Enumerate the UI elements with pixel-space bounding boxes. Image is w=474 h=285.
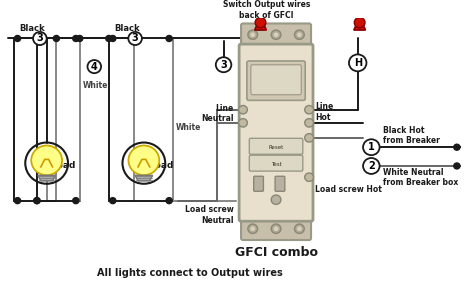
Polygon shape (135, 175, 153, 181)
Circle shape (166, 35, 172, 42)
Circle shape (363, 139, 380, 155)
FancyBboxPatch shape (241, 23, 311, 50)
Circle shape (109, 35, 116, 42)
FancyBboxPatch shape (251, 65, 301, 95)
Circle shape (131, 35, 137, 42)
Text: White: White (176, 123, 201, 132)
Circle shape (34, 198, 40, 204)
Circle shape (363, 158, 380, 174)
Circle shape (34, 198, 40, 204)
Circle shape (77, 35, 83, 42)
Circle shape (255, 17, 266, 28)
Text: H: H (354, 58, 362, 68)
Text: White Neutral
from Breaker box: White Neutral from Breaker box (383, 168, 458, 187)
Circle shape (297, 32, 302, 37)
Circle shape (128, 32, 142, 45)
Text: Load: Load (52, 160, 76, 170)
FancyBboxPatch shape (239, 44, 313, 221)
Circle shape (273, 32, 279, 37)
Text: Switch Output wires
back of GFCI: Switch Output wires back of GFCI (223, 0, 310, 20)
FancyBboxPatch shape (275, 176, 285, 191)
Text: Load: Load (149, 160, 173, 170)
FancyBboxPatch shape (247, 61, 305, 100)
Text: Load screw
Neutral: Load screw Neutral (184, 205, 233, 225)
Circle shape (354, 17, 365, 28)
Circle shape (248, 30, 257, 39)
Polygon shape (38, 175, 55, 181)
Circle shape (166, 198, 172, 204)
Text: 4: 4 (91, 62, 98, 72)
Text: Load screw Hot: Load screw Hot (315, 185, 382, 194)
Circle shape (31, 145, 62, 175)
Circle shape (106, 35, 112, 42)
Circle shape (109, 198, 116, 204)
FancyBboxPatch shape (249, 155, 303, 171)
Text: 3: 3 (220, 60, 227, 70)
Circle shape (33, 32, 46, 45)
Polygon shape (255, 17, 266, 30)
Circle shape (305, 134, 313, 142)
Text: 1: 1 (368, 142, 374, 152)
FancyBboxPatch shape (254, 176, 264, 191)
Text: Test: Test (271, 162, 282, 167)
Circle shape (73, 35, 79, 42)
Circle shape (294, 224, 304, 233)
Circle shape (34, 35, 40, 42)
Circle shape (305, 105, 313, 114)
Circle shape (273, 226, 279, 231)
Circle shape (250, 226, 255, 231)
Text: 3: 3 (132, 33, 138, 44)
Circle shape (88, 60, 101, 73)
Text: Black: Black (115, 24, 140, 33)
Text: 2: 2 (368, 161, 374, 171)
Text: GFCI combo: GFCI combo (235, 246, 318, 258)
Text: Line
Hot: Line Hot (315, 102, 333, 122)
Circle shape (250, 32, 255, 37)
FancyBboxPatch shape (249, 138, 303, 154)
Circle shape (271, 224, 281, 233)
FancyBboxPatch shape (241, 216, 311, 240)
Circle shape (238, 105, 247, 114)
Text: Line
Neutral: Line Neutral (201, 104, 233, 123)
Circle shape (349, 54, 366, 71)
Circle shape (238, 119, 247, 127)
Circle shape (53, 35, 60, 42)
Circle shape (216, 57, 231, 72)
Circle shape (305, 119, 313, 127)
Circle shape (14, 35, 20, 42)
Circle shape (248, 224, 257, 233)
Text: Black Hot
from Breaker: Black Hot from Breaker (383, 126, 440, 145)
Text: White: White (82, 81, 108, 90)
Circle shape (297, 226, 302, 231)
Text: All lights connect to Output wires: All lights connect to Output wires (97, 268, 283, 278)
Text: Black: Black (19, 24, 45, 33)
Circle shape (73, 198, 79, 204)
Circle shape (14, 198, 20, 204)
Text: 3: 3 (36, 33, 43, 44)
Circle shape (128, 145, 159, 175)
Circle shape (454, 163, 460, 169)
Polygon shape (354, 17, 365, 30)
Text: Reset: Reset (268, 145, 283, 150)
Circle shape (454, 144, 460, 150)
Circle shape (271, 195, 281, 204)
Circle shape (271, 30, 281, 39)
Circle shape (294, 30, 304, 39)
Circle shape (305, 173, 313, 182)
